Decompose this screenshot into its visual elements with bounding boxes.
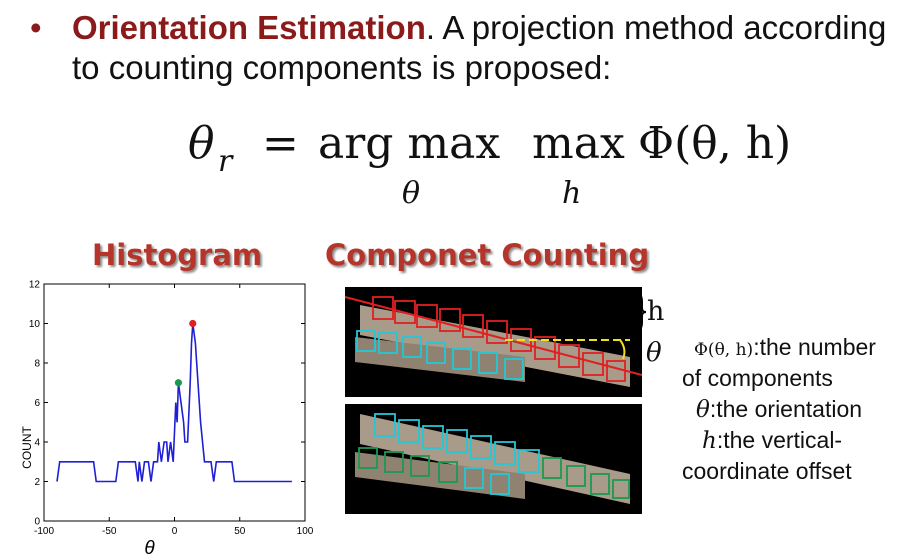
legend-h-2: coordinate offset xyxy=(682,458,852,484)
x-axis-label: θ xyxy=(144,538,155,558)
phi-symbol: Φ(θ, h) xyxy=(694,340,754,360)
y-tick-label: 8 xyxy=(34,359,40,370)
formula: θ r = arg max θ max h Φ(θ, h) xyxy=(180,118,820,218)
phi-text: :the number xyxy=(753,334,876,360)
counting-image-top xyxy=(345,287,642,397)
y-tick-label: 12 xyxy=(29,280,41,291)
text-line-photo-bottom xyxy=(355,413,630,504)
peak-marker xyxy=(174,379,183,387)
x-tick-label: 100 xyxy=(297,526,314,537)
legend-h: h:the vertical- xyxy=(682,426,842,456)
x-tick-label: 50 xyxy=(234,526,246,537)
bullet-marker: • xyxy=(30,9,42,46)
formula-lhs: θ xyxy=(188,118,215,169)
legend-theta: θ:the orientation xyxy=(682,395,862,425)
theta-symbol: θ xyxy=(696,397,710,423)
formula-lhs-sub: r xyxy=(218,144,233,179)
y-tick-label: 0 xyxy=(34,517,40,528)
h-symbol: h xyxy=(702,428,717,454)
y-tick-label: 2 xyxy=(34,477,40,488)
x-tick-label: 0 xyxy=(172,526,178,537)
formula-eq: = xyxy=(262,118,299,169)
y-tick-label: 10 xyxy=(29,319,41,330)
x-tick-label: -100 xyxy=(34,526,54,537)
histogram-chart: -100 -50 0 50 100 0 2 4 6 8 10 12 θ COUNT xyxy=(20,280,314,558)
legend-phi: Φ(θ, h):the number xyxy=(682,333,876,365)
formula-phi: Φ(θ, h) xyxy=(638,118,792,169)
counting-image-bottom xyxy=(345,404,642,514)
formula-argmax-sub: θ xyxy=(402,176,421,211)
formula-argmax: arg max xyxy=(318,118,501,169)
bullet-text: Orientation Estimation. A projection met… xyxy=(72,8,902,88)
y-tick-label: 6 xyxy=(34,398,40,409)
formula-max-sub: h xyxy=(562,176,582,211)
y-axis-label: COUNT xyxy=(20,426,34,469)
y-tick-label: 4 xyxy=(34,438,40,449)
bullet-body: . A projection method according to count… xyxy=(72,9,887,86)
text-line-photo-top xyxy=(345,296,642,387)
peak-marker xyxy=(189,319,197,328)
theta-text: :the orientation xyxy=(709,396,863,422)
plot-frame xyxy=(43,283,306,522)
theta-label: θ xyxy=(646,338,662,368)
count-series-line xyxy=(56,323,292,483)
formula-max: max xyxy=(532,118,625,169)
counting-title: Componet Counting xyxy=(325,238,650,272)
x-tick-label: -50 xyxy=(102,526,117,537)
legend-phi-2: of components xyxy=(682,365,833,391)
h-text: :the vertical- xyxy=(716,427,843,453)
histogram-title: Histogram xyxy=(92,238,263,272)
h-label: h xyxy=(647,296,665,327)
keyword: Orientation Estimation xyxy=(72,9,426,46)
brace-icon xyxy=(633,291,647,333)
